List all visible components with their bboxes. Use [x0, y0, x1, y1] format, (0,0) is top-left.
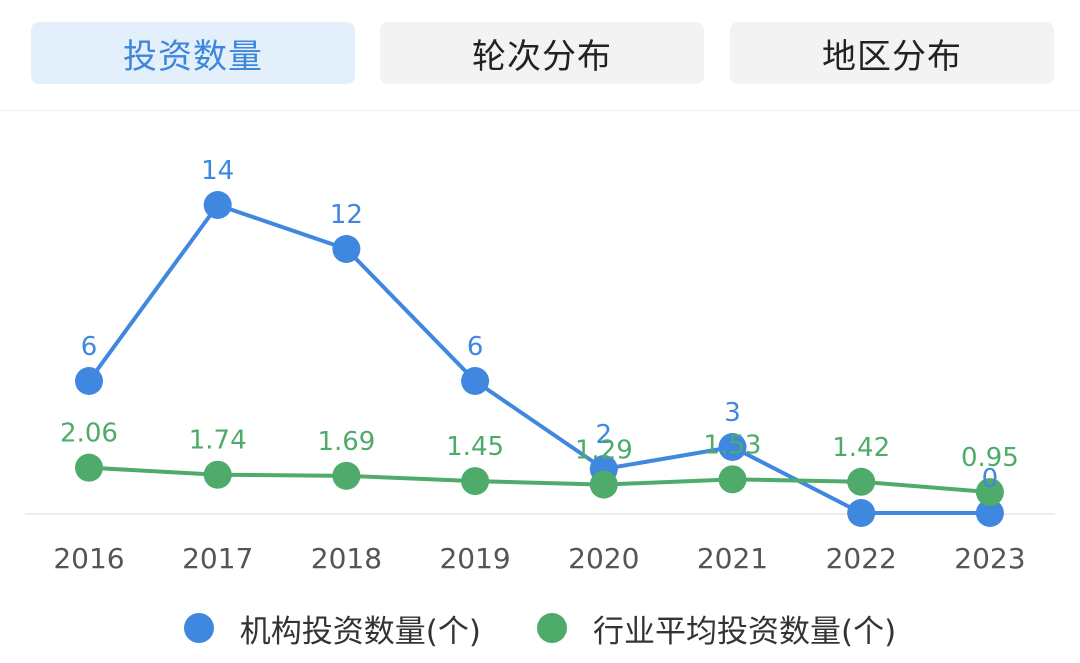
series-2-point[interactable] [718, 465, 747, 494]
series-1-point[interactable] [975, 499, 1004, 527]
series-2-point[interactable] [589, 470, 618, 499]
x-tick-label: 2018 [311, 542, 382, 575]
series-1-data-label: 0 [982, 464, 999, 494]
tab-round-distribution[interactable]: 轮次分布 [380, 22, 704, 84]
series-2-data-label: 2.06 [60, 419, 118, 449]
series-1-point[interactable] [332, 235, 361, 263]
series-1-data-label: 2 [596, 420, 613, 450]
legend-label-institution: 机构投资数量(个) [239, 613, 481, 650]
series-2-point[interactable] [461, 467, 490, 496]
x-tick-label: 2017 [182, 542, 253, 575]
series-2-point[interactable] [75, 453, 103, 482]
series-2-point[interactable] [975, 478, 1004, 507]
legend-label-industry-average: 行业平均投资数量(个) [593, 613, 897, 650]
series-1-point[interactable] [847, 499, 876, 527]
line-chart: 2016 2017 2018 2019 2020 2021 2022 2023 6 14 12 6 2 3… [25, 156, 1055, 575]
series-2-point[interactable] [203, 460, 232, 489]
series-1-data-label: 12 [330, 200, 363, 230]
legend-item-industry-average[interactable]: 行业平均投资数量(个) [537, 606, 896, 651]
x-tick-label: 2021 [697, 542, 768, 575]
series-1-data-label: 3 [724, 398, 741, 428]
x-tick-label: 2019 [439, 542, 510, 575]
series-2-data-label: 1.42 [832, 433, 890, 463]
series-1-point[interactable] [461, 367, 490, 395]
series-1-point[interactable] [75, 367, 103, 395]
tab-bar: 投资数量 轮次分布 地区分布 [0, 0, 1080, 111]
series-1-data-label: 6 [81, 332, 98, 362]
x-tick-label: 2023 [954, 542, 1025, 575]
series-1-point[interactable] [718, 433, 747, 461]
series-line-2 [88, 465, 991, 495]
tab-investment-count[interactable]: 投资数量 [31, 22, 355, 84]
series-2-data-label: 0.95 [961, 443, 1019, 473]
series-2-data-label: 1.29 [575, 436, 633, 466]
tab-region-distribution[interactable]: 地区分布 [730, 22, 1054, 84]
series-line-1 [87, 203, 990, 515]
legend-item-institution[interactable]: 机构投资数量(个) [183, 606, 481, 651]
x-tick-label: 2016 [53, 542, 124, 575]
series-2-data-label: 1.69 [317, 427, 375, 457]
chart-legend: 机构投资数量(个) 行业平均投资数量(个) [0, 600, 1080, 656]
legend-marker-institution [183, 613, 214, 643]
series-1-data-label: 14 [201, 156, 234, 186]
series-2-data-label: 1.53 [704, 430, 762, 460]
series-1-point[interactable] [203, 191, 232, 219]
x-tick-label: 2020 [568, 542, 639, 575]
series-2-data-label: 1.45 [446, 432, 504, 462]
legend-marker-industry-average [537, 613, 567, 643]
series-1-data-label: 6 [467, 332, 484, 362]
series-2-data-label: 1.74 [189, 426, 247, 456]
x-tick-label: 2022 [826, 542, 897, 575]
series-2-point[interactable] [847, 467, 876, 496]
series-2-point[interactable] [332, 461, 361, 490]
